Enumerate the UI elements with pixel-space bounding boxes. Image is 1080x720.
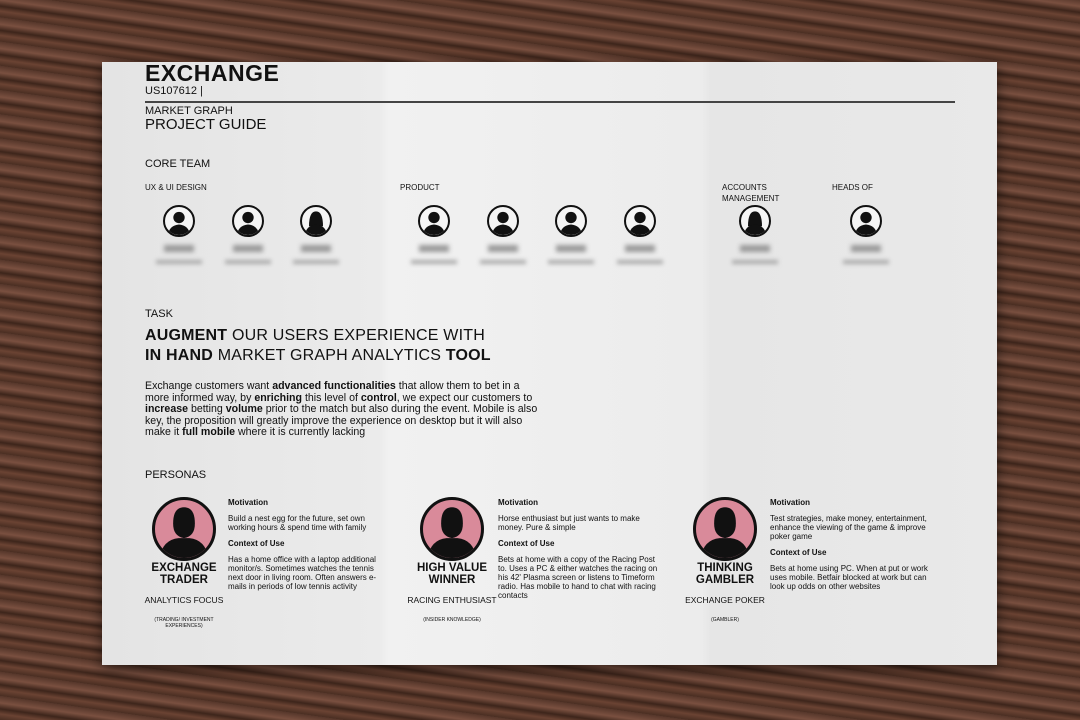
text: MARKET GRAPH ANALYTICS [213, 347, 446, 364]
headline-line-2: IN HAND MARKET GRAPH ANALYTICS TOOL [145, 346, 491, 366]
motivation-text: Horse enthusiast but just wants to make … [498, 514, 640, 532]
text: this level of [302, 391, 361, 404]
team-member-avatar-male-icon [487, 205, 519, 237]
group-label: PRODUCT [400, 183, 440, 192]
emphasis-text: IN HAND [145, 347, 214, 364]
header-divider [145, 101, 955, 103]
text: Exchange customers want [145, 380, 273, 392]
motivation-label: Motivation [228, 498, 268, 507]
persona-avatar-icon [420, 497, 484, 561]
persona-note: (INSIDER KNOWLEDGE) [423, 617, 481, 623]
task-description: Exchange customers want advanced functio… [145, 380, 545, 439]
persona-focus: EXCHANGE POKER [685, 595, 765, 605]
team-member-name-redacted [625, 245, 655, 252]
emphasis-text: full mobile [182, 426, 236, 438]
team-member-name-redacted [233, 245, 263, 252]
team-member-name-redacted [740, 245, 770, 252]
context-text: Bets at home using PC. When at put or wo… [770, 564, 928, 591]
team-member-role-redacted [617, 260, 663, 264]
motivation-text: Build a nest egg for the future, set own… [228, 514, 367, 532]
text: where it is currently lacking [235, 426, 366, 438]
team-member-role-redacted [293, 260, 339, 264]
team-member-name-redacted [419, 245, 449, 252]
team-member-avatar-female-icon [300, 205, 332, 237]
persona-details: Motivation Horse enthusiast but just wan… [498, 498, 658, 607]
subtitle: PROJECT GUIDE [145, 116, 267, 133]
emphasis-text: advanced functionalities [272, 380, 396, 392]
persona-name: HIGH VALUE WINNER [416, 562, 488, 586]
team-member-avatar-male-icon [555, 205, 587, 237]
emphasis-text: volume [225, 403, 263, 415]
task-headline: AUGMENT OUR USERS EXPERIENCE WITH IN HAN… [145, 326, 491, 366]
team-member-name-redacted [301, 245, 331, 252]
team-member-avatar-male-icon [418, 205, 450, 237]
emphasis-text: AUGMENT [145, 327, 228, 344]
team-member-avatar-male-icon [850, 205, 882, 237]
persona-avatar-icon [152, 497, 216, 561]
project-code: US107612 | [145, 85, 203, 97]
text: OUR USERS EXPERIENCE WITH [227, 327, 485, 344]
persona-avatar-icon [693, 497, 757, 561]
persona-name: EXCHANGE TRADER [151, 562, 217, 586]
persona-details: Motivation Test strategies, make money, … [770, 498, 930, 598]
personas-heading: PERSONAS [145, 469, 207, 481]
emphasis-text: enriching [254, 391, 302, 404]
team-member-avatar-female-icon [739, 205, 771, 237]
subtitle-small: MARKET GRAPH [145, 105, 233, 117]
motivation-label: Motivation [770, 498, 810, 507]
emphasis-text: increase [145, 403, 188, 415]
persona-name: THINKING GAMBLER [695, 562, 755, 586]
persona-focus: ANALYTICS FOCUS [144, 595, 224, 605]
motivation-label: Motivation [498, 498, 538, 507]
team-member-avatar-male-icon [163, 205, 195, 237]
text: that allow them to bet in a more informe… [145, 380, 520, 404]
team-member-role-redacted [156, 260, 202, 264]
persona-note: (GAMBLER) [711, 617, 739, 623]
project-guide-poster: EXCHANGE US107612 | MARKET GRAPH PROJECT… [102, 62, 997, 665]
motivation-text: Test strategies, make money, entertainme… [770, 514, 927, 541]
context-label: Context of Use [498, 539, 555, 548]
group-label: HEADS OF [832, 183, 873, 192]
team-member-role-redacted [411, 260, 457, 264]
group-label: ACCOUNTS MANAGEMENT [722, 183, 780, 203]
core-team-heading: CORE TEAM [145, 158, 211, 170]
persona-details: Motivation Build a nest egg for the futu… [228, 498, 388, 598]
team-member-name-redacted [556, 245, 586, 252]
text: , we expect our customers to [396, 391, 533, 404]
persona-focus: RACING ENTHUSIAST [407, 595, 497, 605]
group-label: UX & UI DESIGN [145, 183, 207, 192]
context-label: Context of Use [770, 548, 827, 557]
team-member-avatar-male-icon [624, 205, 656, 237]
context-label: Context of Use [228, 539, 285, 548]
team-member-role-redacted [732, 260, 778, 264]
team-member-role-redacted [225, 260, 271, 264]
task-heading: TASK [145, 308, 173, 320]
team-member-role-redacted [548, 260, 594, 264]
persona-note: (TRADING/ INVESTMENT EXPERIENCES) [154, 617, 214, 629]
team-member-role-redacted [843, 260, 889, 264]
team-member-role-redacted [480, 260, 526, 264]
team-member-avatar-male-icon [232, 205, 264, 237]
context-text: Bets at home with a copy of the Racing P… [498, 555, 658, 600]
emphasis-text: TOOL [445, 347, 491, 364]
page-title: EXCHANGE [145, 60, 280, 86]
team-member-name-redacted [164, 245, 194, 252]
context-text: Has a home office with a laptop addition… [228, 555, 377, 591]
emphasis-text: control [360, 391, 397, 404]
text: prior to the match but also during the e… [145, 403, 538, 438]
text: betting [188, 403, 226, 415]
team-member-name-redacted [851, 245, 881, 252]
team-member-name-redacted [488, 245, 518, 252]
headline-line-1: AUGMENT OUR USERS EXPERIENCE WITH [145, 326, 491, 346]
